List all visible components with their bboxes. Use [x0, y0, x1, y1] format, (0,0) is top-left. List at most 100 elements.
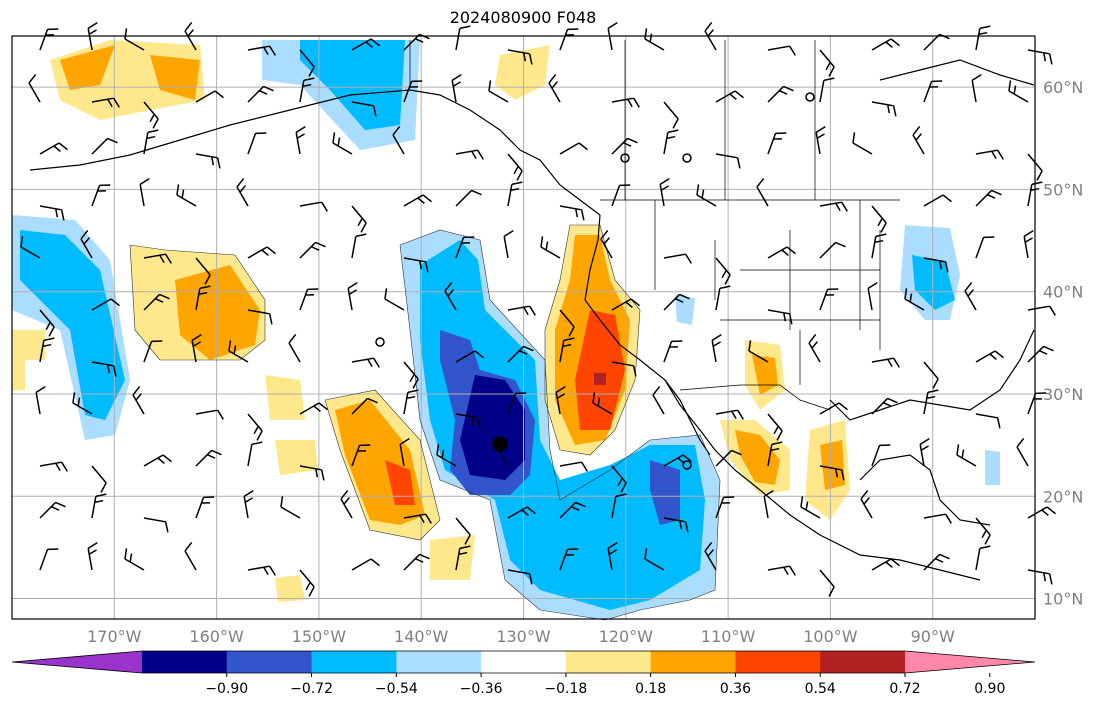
- latitude-labels: 10°N 20°N 30°N 40°N 50°N 60°N: [1043, 78, 1083, 608]
- calm-marker: [805, 92, 815, 102]
- border-us-mexico: [679, 384, 831, 411]
- wind-barb: [1027, 506, 1056, 519]
- graticule: [12, 36, 1035, 619]
- colorbar-tick-label: −0.54: [375, 681, 418, 697]
- wind-barb: [184, 22, 197, 51]
- wind-barb: [923, 194, 952, 207]
- pos-field-small-3: [430, 535, 475, 580]
- wind-barb: [451, 74, 462, 103]
- wind-barb: [351, 397, 378, 415]
- map-frame: [11, 35, 1036, 620]
- wind-barb: [455, 413, 481, 429]
- wind-barb: [559, 337, 575, 363]
- wind-barb: [143, 340, 163, 363]
- pos-field-mexico-west-core: [735, 430, 780, 485]
- wind-barb: [715, 285, 731, 311]
- wind-barb: [607, 542, 618, 571]
- wind-barb: [663, 517, 689, 533]
- lon-tick-label: 150°W: [292, 627, 347, 646]
- wind-barb: [195, 90, 224, 103]
- wind-barb: [819, 288, 839, 311]
- lon-tick-label: 140°W: [394, 627, 449, 646]
- wind-barb: [644, 548, 665, 571]
- wind-barb: [143, 293, 170, 311]
- wind-barb: [611, 184, 631, 207]
- wind-barb: [20, 236, 41, 259]
- wind-barb: [184, 542, 197, 571]
- wind-barb: [644, 28, 665, 51]
- wind-barb: [871, 444, 891, 467]
- wind-barb: [975, 545, 991, 571]
- wind-barb: [399, 438, 410, 467]
- wind-barb: [559, 205, 585, 221]
- wind-barb: [559, 461, 588, 472]
- wind-barb: [91, 97, 120, 108]
- colorbar-swatch: [650, 651, 736, 673]
- lon-tick-label: 100°W: [803, 627, 858, 646]
- wind-barb: [652, 386, 665, 415]
- wind-barb: [295, 126, 306, 155]
- map-title: 2024080900 F048: [449, 8, 597, 27]
- wind-barb: [80, 230, 93, 259]
- pos-field-mexico-east-core: [820, 440, 845, 490]
- lon-tick-label: 130°W: [496, 627, 551, 646]
- wind-barb: [143, 454, 172, 467]
- wind-barb: [124, 28, 145, 51]
- wind-barb: [247, 45, 276, 56]
- colorbar-swatch: [565, 651, 652, 673]
- coastline-alaska: [29, 89, 601, 216]
- wind-barb: [592, 392, 613, 415]
- wind-barb: [351, 444, 371, 467]
- wind-barb: [299, 402, 328, 415]
- wind-barb: [91, 184, 111, 207]
- wind-barb: [659, 178, 670, 207]
- lat-tick-label: 50°N: [1043, 180, 1083, 199]
- wind-barb: [767, 132, 787, 155]
- wind-barb: [611, 493, 627, 519]
- pos-field-small-4: [275, 575, 305, 602]
- wind-barb: [715, 496, 735, 519]
- wind-barb: [819, 241, 846, 259]
- wind-barb: [975, 517, 991, 545]
- wind-barb: [247, 413, 263, 441]
- lat-tick-label: 60°N: [1043, 78, 1083, 97]
- wind-barb: [39, 337, 55, 363]
- wind-barb: [611, 298, 640, 311]
- wind-barb: [351, 357, 380, 368]
- coastline-us-west: [584, 214, 981, 581]
- wind-barb: [1016, 438, 1029, 467]
- wind-barb: [975, 236, 995, 259]
- longitude-labels: 170°W 160°W 150°W 140°W 130°W 120°W 110°W 100°W…: [87, 627, 955, 646]
- wind-barb: [819, 402, 848, 415]
- wind-barb: [1027, 49, 1053, 65]
- wind-barb: [403, 389, 419, 415]
- wind-barb: [403, 553, 430, 571]
- wind-barb: [39, 28, 59, 51]
- wind-barb: [347, 282, 358, 311]
- wind-barb: [715, 90, 744, 103]
- wind-barb: [867, 282, 878, 311]
- wind-barb: [91, 137, 118, 155]
- wind-barb: [767, 565, 796, 576]
- wind-barb: [919, 438, 930, 467]
- border-us-states: [654, 200, 881, 385]
- wind-barb: [507, 181, 523, 207]
- wind-barb: [975, 189, 1002, 207]
- wind-barb: [195, 153, 221, 169]
- wind-barb: [904, 288, 925, 311]
- wind-barb: [340, 490, 353, 519]
- anomaly-shading: [12, 40, 1000, 620]
- wind-barb: [247, 565, 276, 576]
- neg-field-small-west: [675, 295, 695, 325]
- wind-barb: [871, 397, 898, 415]
- lon-tick-label: 110°W: [701, 627, 756, 646]
- wind-barb: [663, 253, 692, 264]
- wind-barb: [800, 496, 821, 519]
- wind-barb: [808, 334, 821, 363]
- wind-barb: [1027, 569, 1053, 585]
- wind-barb: [332, 132, 353, 155]
- wind-barb: [503, 230, 514, 259]
- wind-barb: [956, 444, 977, 467]
- wind-barb: [1008, 80, 1029, 103]
- wind-barb: [559, 309, 575, 337]
